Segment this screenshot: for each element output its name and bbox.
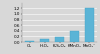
Bar [55,37,64,42]
Bar [25,41,34,42]
Bar [40,39,49,42]
Bar [85,8,94,42]
Bar [70,31,79,42]
